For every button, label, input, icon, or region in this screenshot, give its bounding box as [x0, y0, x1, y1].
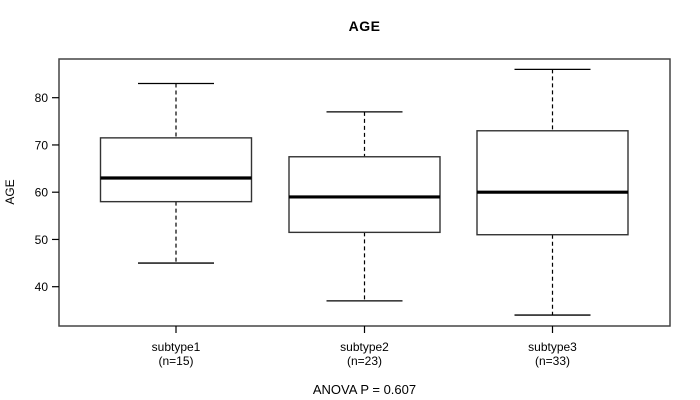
y-tick-label: 60 — [35, 186, 49, 200]
x-category-count-label: (n=15) — [158, 354, 193, 368]
y-tick-label: 50 — [35, 233, 49, 247]
iqr-box-subtype3 — [476, 130, 629, 236]
iqr-box-subtype2 — [288, 156, 441, 234]
x-category-count-label: (n=23) — [347, 354, 382, 368]
x-category-label: subtype3 — [528, 340, 577, 354]
y-tick-label: 80 — [35, 91, 49, 105]
anova-annotation: ANOVA P = 0.607 — [312, 382, 417, 397]
x-category-count-label: (n=33) — [535, 354, 570, 368]
y-tick-label: 70 — [35, 138, 49, 152]
x-category-label: subtype1 — [152, 340, 201, 354]
iqr-box-subtype1 — [99, 137, 253, 203]
x-category-label: subtype2 — [340, 340, 389, 354]
y-tick-label: 40 — [35, 280, 49, 294]
y-axis-label: AGE — [3, 179, 17, 204]
chart-title: AGE — [348, 18, 381, 34]
